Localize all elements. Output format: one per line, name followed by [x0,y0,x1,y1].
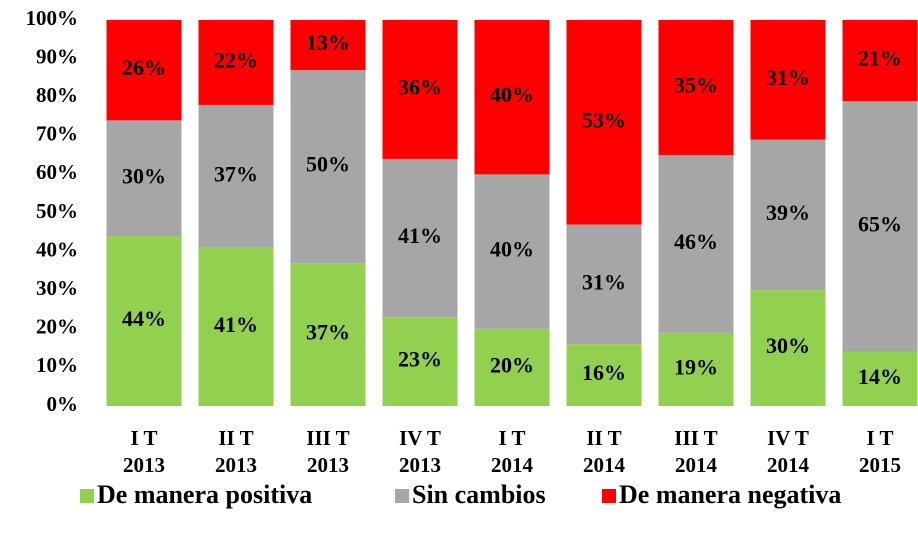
bar-segment [290,263,366,406]
y-tick-label: 20% [36,315,78,339]
value-label: 44% [122,306,166,331]
bar-segment [566,224,642,345]
bar-segment [198,104,274,248]
value-label: 16% [582,360,626,385]
y-tick-label: 100% [26,6,79,30]
legend-label: De manera positiva [97,480,312,509]
value-label: 14% [858,364,902,389]
value-label: 65% [858,212,902,237]
bar-segment [658,332,734,406]
bar-segment [382,20,458,159]
x-tick-label: I T 2013 [123,426,165,477]
bar-segment [842,351,918,406]
value-label: 21% [858,46,902,71]
y-tick-label: 60% [36,160,78,184]
bar-segment [290,20,366,71]
x-tick-label: II T 2013 [215,426,257,477]
y-tick-label: 30% [36,276,78,300]
y-tick-label: 10% [36,353,78,377]
bar-segment [750,290,826,406]
bar-segment [474,20,550,175]
bar-segment [106,20,182,121]
y-tick-label: 40% [36,237,78,261]
x-tick-label: III T 2013 [306,426,350,477]
x-tick-label: I T 2015 [859,426,901,477]
bar-segment [658,20,734,156]
x-tick-label: III T 2014 [674,426,718,477]
value-label: 19% [674,354,718,379]
legend-swatch [80,489,94,503]
bar-segment [474,174,550,329]
bar-segment [474,328,550,406]
x-tick-label: IV T 2013 [399,426,441,477]
y-tick-label: 70% [36,122,78,146]
value-label: 50% [306,152,350,177]
x-tick-label: II T 2014 [583,426,625,477]
x-tick-label: IV T 2014 [767,426,809,477]
value-label: 31% [766,65,810,90]
value-label: 40% [490,237,534,262]
bar-segment [290,70,366,264]
value-label: 46% [674,229,718,254]
legend-swatch [602,489,616,503]
bar-segment [198,20,274,105]
value-label: 23% [398,347,442,372]
legend-label: Sin cambios [412,480,546,509]
bar-segment [658,155,734,333]
legend-label: De manera negativa [619,480,841,509]
value-label: 30% [766,333,810,358]
bar-segment [750,139,826,291]
x-tick-label: I T 2014 [491,426,533,477]
value-label: 53% [582,107,626,132]
value-label: 22% [214,48,258,73]
bar-segment [382,158,458,318]
value-label: 41% [214,312,258,337]
bar-segment [750,20,826,140]
bar-segment [842,20,918,102]
bar-segment [382,317,458,406]
value-label: 31% [582,269,626,294]
y-tick-label: 0% [47,392,79,416]
value-label: 13% [306,30,350,55]
value-label: 37% [306,320,350,345]
value-label: 36% [398,75,442,100]
bar-segment [106,236,182,406]
value-label: 35% [674,73,718,98]
bar-segment [566,20,642,225]
y-tick-label: 80% [36,83,78,107]
value-label: 40% [490,82,534,107]
y-tick-label: 90% [36,44,78,68]
y-tick-label: 50% [36,199,78,223]
bar-segment [566,344,642,406]
value-label: 39% [766,200,810,225]
value-label: 30% [122,163,166,188]
bar-segment [106,120,182,237]
value-label: 41% [398,223,442,248]
value-label: 37% [214,161,258,186]
bar-segment [198,247,274,406]
value-label: 20% [490,352,534,377]
bar-segment [842,101,918,352]
value-label: 26% [122,55,166,80]
legend-swatch [395,489,409,503]
